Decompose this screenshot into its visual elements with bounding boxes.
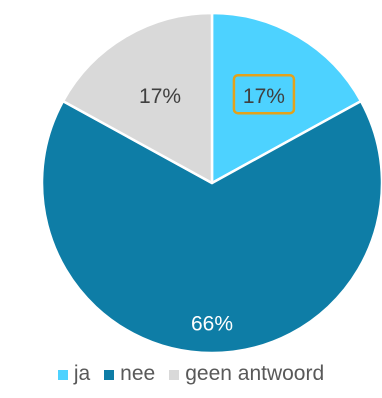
- pie-slice-nee: [40, 99, 382, 355]
- legend: ja nee geen antwoord: [0, 360, 382, 388]
- legend-item-ja: ja: [57, 362, 91, 386]
- legend-swatch-geen-antwoord: [169, 370, 180, 380]
- data-label-geen-antwoord: 17%: [139, 85, 181, 108]
- legend-swatch-ja: [57, 370, 68, 380]
- legend-label-nee: nee: [120, 362, 156, 385]
- pie-slice-ja: [210, 11, 363, 185]
- data-label-nee: 66%: [191, 312, 233, 335]
- legend-swatch-nee: [104, 370, 115, 380]
- legend-label-ja: ja: [73, 362, 91, 385]
- legend-item-nee: nee: [104, 362, 155, 386]
- pie-slice-geen-antwoord: [61, 11, 214, 185]
- highlight-box-ja: [232, 73, 296, 115]
- legend-item-geen-antwoord: geen antwoord: [169, 362, 324, 386]
- data-label-ja: 17%: [243, 85, 285, 108]
- legend-label-geen-antwoord: geen antwoord: [185, 362, 325, 385]
